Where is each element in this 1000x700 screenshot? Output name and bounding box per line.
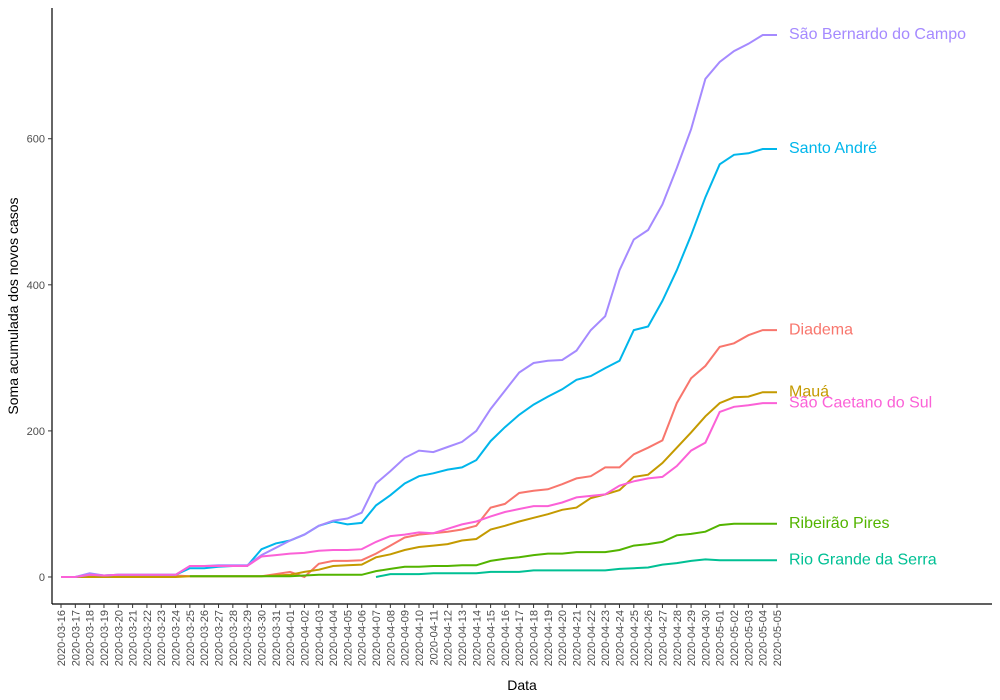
series-line (61, 329, 777, 579)
x-tick-label: 2020-03-28 (228, 610, 240, 666)
series-line (375, 558, 777, 578)
x-tick-label: 2020-04-11 (428, 610, 440, 665)
x-axis-title: Data (507, 677, 537, 693)
x-tick-label: 2020-03-19 (99, 610, 111, 666)
x-tick-label: 2020-03-21 (128, 610, 140, 666)
y-tick-label: 600 (27, 134, 45, 146)
x-tick-label: 2020-04-24 (614, 610, 626, 666)
x-tick-label: 2020-04-06 (357, 610, 369, 666)
x-tick-label: 2020-03-20 (113, 610, 125, 666)
y-tick-label: 400 (27, 280, 45, 292)
series-label: Mauá (789, 383, 829, 400)
y-tick-label: 0 (39, 572, 45, 584)
x-tick-label: 2020-03-24 (171, 610, 183, 666)
x-tick-label: 2020-04-30 (700, 610, 712, 666)
series-label: Santo André (789, 140, 877, 157)
x-tick-label: 2020-05-05 (772, 610, 784, 666)
series-label: Ribeirão Pires (789, 515, 889, 532)
x-tick-label: 2020-04-10 (414, 610, 426, 666)
x-tick-label: 2020-04-07 (371, 610, 383, 666)
x-tick-label: 2020-04-25 (629, 610, 641, 666)
x-tick-label: 2020-04-09 (400, 610, 412, 666)
x-tick-label: 2020-04-28 (672, 610, 684, 666)
x-tick-label: 2020-04-22 (586, 610, 598, 666)
y-tick-label: 200 (27, 426, 45, 438)
x-tick-label: 2020-04-01 (285, 610, 297, 666)
x-tick-label: 2020-04-16 (500, 610, 512, 666)
x-tick-label: 2020-03-17 (70, 610, 82, 666)
x-tick-label: 2020-04-08 (385, 610, 397, 666)
x-tick-label: 2020-03-16 (56, 610, 68, 666)
series-line (189, 522, 777, 578)
x-tick-label: 2020-04-12 (443, 610, 455, 666)
x-tick-label: 2020-03-30 (256, 610, 268, 666)
x-tick-label: 2020-03-29 (242, 610, 254, 666)
x-tick-label: 2020-04-27 (657, 610, 669, 666)
x-tick-label: 2020-04-15 (486, 610, 498, 666)
x-tick-label: 2020-04-29 (686, 610, 698, 666)
x-tick-label: 2020-04-17 (514, 610, 526, 666)
x-tick-label: 2020-04-21 (572, 610, 584, 666)
series-line (61, 391, 777, 578)
x-tick-label: 2020-04-14 (471, 610, 483, 666)
x-tick-label: 2020-03-31 (271, 610, 283, 666)
x-tick-label: 2020-04-19 (543, 610, 555, 666)
series-line (61, 34, 777, 578)
x-tick-label: 2020-03-18 (85, 610, 97, 666)
x-tick-label: 2020-03-23 (156, 610, 168, 666)
x-tick-label: 2020-05-03 (743, 610, 755, 666)
x-tick-label: 2020-04-03 (314, 610, 326, 666)
x-tick-label: 2020-04-04 (328, 610, 340, 666)
series-line (61, 402, 777, 578)
x-tick-label: 2020-03-27 (214, 610, 226, 666)
series-line (61, 148, 777, 578)
x-tick-label: 2020-05-02 (729, 610, 741, 666)
x-tick-label: 2020-04-23 (600, 610, 612, 666)
x-tick-label: 2020-04-05 (342, 610, 354, 666)
x-tick-label: 2020-04-02 (299, 610, 311, 666)
x-tick-label: 2020-04-26 (643, 610, 655, 666)
x-tick-label: 2020-04-18 (529, 610, 541, 666)
series-label: Diadema (789, 321, 853, 338)
x-tick-label: 2020-04-13 (457, 610, 469, 666)
series-label: São Caetano do Sul (789, 394, 932, 411)
series-label: Rio Grande da Serra (789, 551, 937, 568)
x-tick-label: 2020-05-01 (715, 610, 727, 666)
x-tick-label: 2020-04-20 (557, 610, 569, 666)
y-axis-title: Soma acumulada dos novos casos (5, 197, 21, 414)
x-tick-label: 2020-03-25 (185, 610, 197, 666)
x-tick-label: 2020-03-26 (199, 610, 211, 666)
x-tick-label: 2020-05-04 (758, 610, 770, 666)
x-tick-label: 2020-03-22 (142, 610, 154, 666)
series-label: São Bernardo do Campo (789, 26, 966, 43)
